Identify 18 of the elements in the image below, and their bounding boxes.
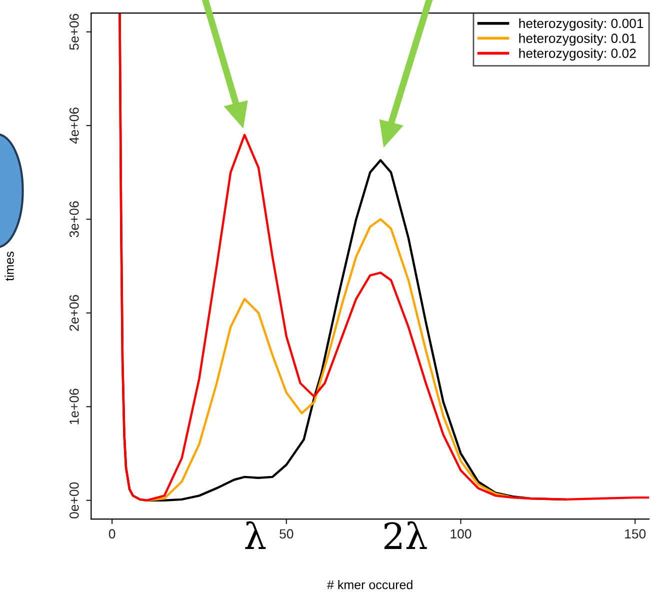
x-tick-label: 150 xyxy=(625,529,646,539)
text: λ xyxy=(245,521,266,549)
y-tick-label: 0e+00 xyxy=(69,482,79,518)
x-tick-label: 0 xyxy=(108,529,116,539)
legend-label: heterozygosity: 0.01 xyxy=(519,33,636,46)
y-tick-label: 2e+06 xyxy=(69,295,79,331)
x-axis-title: # kmer occured xyxy=(327,580,412,590)
x-tick-label: 100 xyxy=(450,529,472,539)
text: 2λ xyxy=(384,521,427,549)
legend-label: heterozygosity: 0.001 xyxy=(519,18,644,31)
y-tick-label: 5e+06 xyxy=(69,14,79,50)
line-series xyxy=(118,13,650,502)
legend-label: heterozygosity: 0.02 xyxy=(519,48,636,61)
y-tick-label: 3e+06 xyxy=(69,201,79,238)
y-axis-title: times xyxy=(4,252,14,281)
y-tick-label: 4e+06 xyxy=(69,108,79,144)
x-tick-label: 50 xyxy=(280,529,294,539)
y-tick-label: 1e+06 xyxy=(69,388,79,424)
